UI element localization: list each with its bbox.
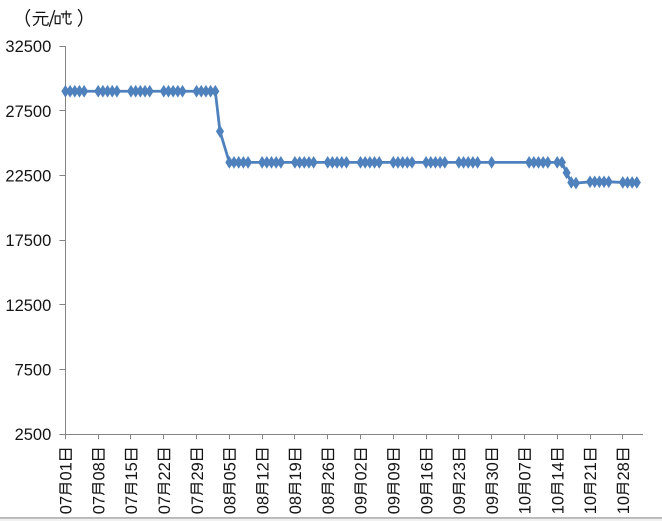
svg-text:02: 02 [353,462,371,480]
svg-text:19: 19 [287,462,305,480]
svg-text:29: 29 [189,462,207,480]
svg-text:09: 09 [386,462,404,480]
svg-text:23: 23 [451,462,469,480]
svg-text:17500: 17500 [5,232,51,250]
svg-text:08: 08 [287,496,305,514]
svg-text:01: 01 [58,462,76,480]
svg-text:15: 15 [123,462,141,480]
svg-text:10: 10 [549,496,567,514]
svg-text:08: 08 [254,496,272,514]
svg-text:10: 10 [615,496,633,514]
svg-text:07: 07 [156,496,174,514]
svg-text:27500: 27500 [5,103,51,121]
svg-text:10: 10 [517,496,535,514]
svg-text:08: 08 [320,496,338,514]
svg-text:12500: 12500 [5,297,51,315]
svg-text:08: 08 [90,462,108,480]
svg-text:07: 07 [90,496,108,514]
svg-text:12: 12 [254,462,272,480]
svg-text:09: 09 [451,496,469,514]
svg-text:22500: 22500 [5,167,51,185]
svg-text:07: 07 [517,462,535,480]
svg-text:2500: 2500 [15,426,52,444]
svg-text:28: 28 [615,462,633,480]
svg-text:08: 08 [222,496,240,514]
svg-text:07: 07 [58,496,76,514]
svg-text:07: 07 [189,496,207,514]
svg-text:7500: 7500 [15,361,52,379]
svg-text:32500: 32500 [5,38,51,56]
svg-text:09: 09 [386,496,404,514]
svg-text:22: 22 [156,462,174,480]
svg-text:10: 10 [582,496,600,514]
svg-text:14: 14 [549,462,567,480]
svg-text:16: 16 [418,462,436,480]
svg-text:21: 21 [582,462,600,480]
svg-text:26: 26 [320,462,338,480]
svg-text:09: 09 [353,496,371,514]
svg-text:30: 30 [484,462,502,480]
svg-text:09: 09 [418,496,436,514]
svg-text:09: 09 [484,496,502,514]
svg-text:05: 05 [222,462,240,480]
svg-text:07: 07 [123,496,141,514]
